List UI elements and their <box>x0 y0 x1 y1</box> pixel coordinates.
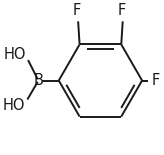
Text: F: F <box>152 73 160 88</box>
Text: F: F <box>72 3 80 18</box>
Text: B: B <box>34 73 44 88</box>
Text: HO: HO <box>3 47 26 62</box>
Text: HO: HO <box>3 98 25 113</box>
Text: F: F <box>117 3 126 18</box>
